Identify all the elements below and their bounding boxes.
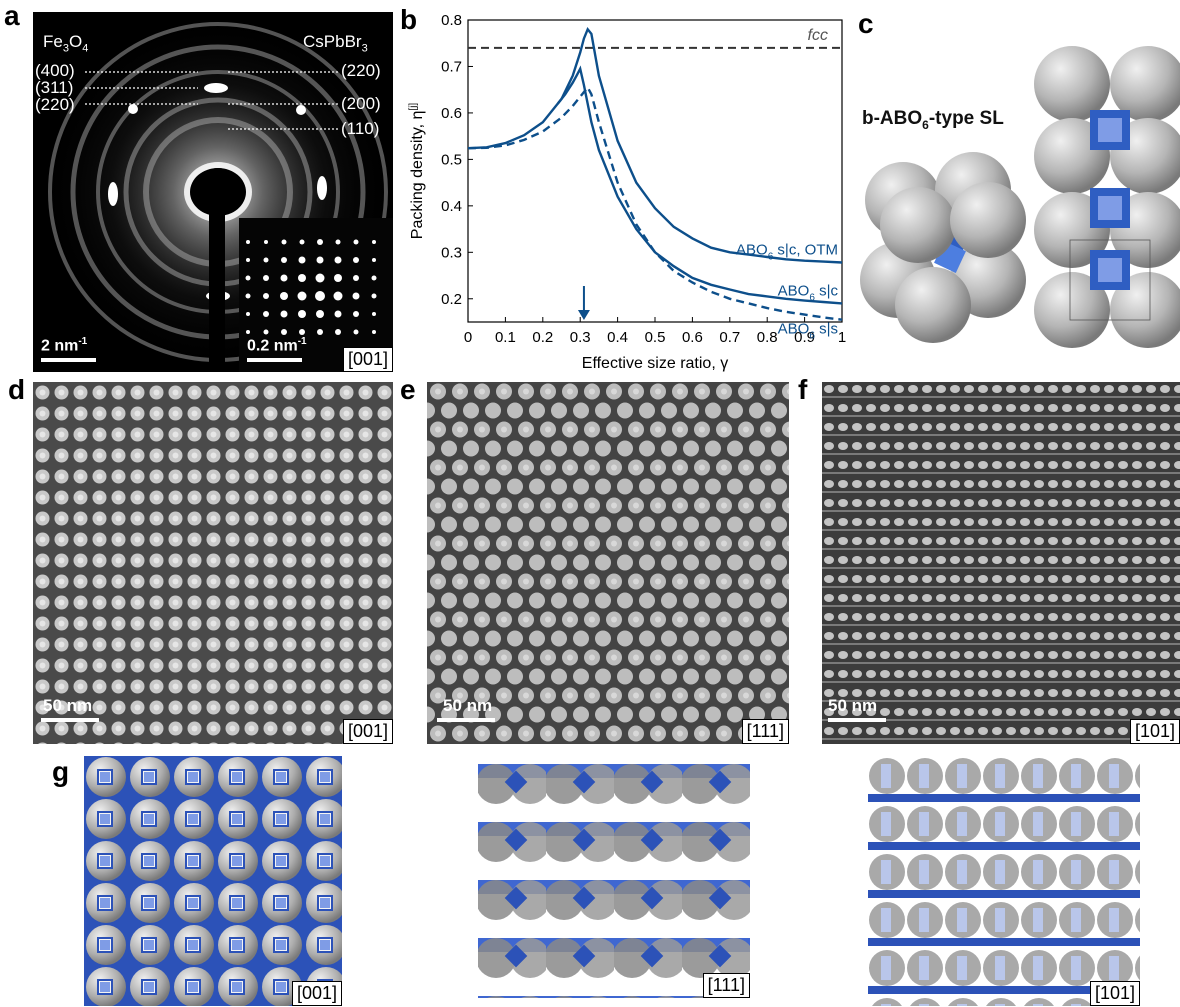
- zone-axis-label: [001]: [342, 347, 393, 372]
- hexagonal-model-view: [478, 756, 750, 998]
- inset-dot-grid: [245, 239, 377, 335]
- zone-axis-f-label: [101]: [1129, 719, 1180, 744]
- x-tick-label: 0.2: [532, 329, 553, 346]
- scalebar-main-label: 2 nm-1: [41, 336, 88, 355]
- zone-axis-g2-label: [111]: [702, 973, 750, 998]
- unit-cell-model: [860, 46, 1180, 348]
- x-tick-label: 0.4: [607, 329, 628, 346]
- square-lattice-micrograph: [33, 382, 393, 744]
- scalebar-f-label: 50 nm: [828, 696, 878, 715]
- zone-axis-g1-label: [001]: [291, 981, 342, 1006]
- x-tick-label: 0.7: [719, 329, 740, 346]
- model-101: [101]: [868, 756, 1140, 1006]
- y-tick-label: 0.4: [441, 198, 462, 215]
- packing-density-chart: 0 0.1 0.2 0.3 0.4 0.5 0.6 0.7 0.8 0.9 1 0.2 0.3 0.4 0.…: [408, 12, 846, 372]
- x-tick-label: 0.8: [757, 329, 778, 346]
- model-111: [111]: [478, 756, 750, 998]
- scalebar-e-label: 50 nm: [443, 696, 493, 715]
- row-lattice-micrograph: [822, 382, 1180, 744]
- tem-image-001: 50 nm [001]: [33, 382, 393, 744]
- plane-220-right-label: (220): [341, 61, 381, 80]
- series-line-0: [467, 26, 843, 264]
- x-tick-label: 0.6: [682, 329, 703, 346]
- diffraction-pattern: [33, 12, 393, 372]
- tem-image-111: 50 nm [111]: [427, 382, 789, 744]
- hexagonal-lattice-micrograph: [427, 382, 789, 744]
- x-axis-label: Effective size ratio, γ: [582, 355, 728, 372]
- row-model-view: [868, 756, 1140, 1006]
- panel-label-e: e: [400, 374, 416, 405]
- plane-110-label: (110): [341, 119, 380, 138]
- series-label-0: ABO6 s|c, OTM: [736, 242, 838, 263]
- x-tick-label: 1: [838, 329, 846, 346]
- y-tick-label: 0.5: [441, 151, 462, 168]
- x-tick-label: 0.1: [495, 329, 516, 346]
- sl-type-label: b-ABO6-type SL: [862, 108, 1004, 132]
- diffraction-image: Fe3O4 CsPbBr3 (400) (311) (220) (220) (2…: [33, 12, 393, 372]
- square-model-view: [84, 756, 342, 1006]
- y-tick-label: 0.3: [441, 244, 462, 261]
- y-tick-label: 0.8: [441, 12, 462, 29]
- zone-axis-d-label: [001]: [342, 719, 393, 744]
- panel-label-d: d: [8, 374, 26, 405]
- series-line-1: [556, 65, 843, 305]
- stacked-column-model: [1034, 46, 1180, 348]
- plot-frame: [467, 19, 843, 323]
- octahedral-cluster: [860, 152, 1026, 343]
- plane-220-label: (220): [35, 95, 75, 114]
- y-axis-label: Packing density, η[j]: [408, 103, 426, 240]
- gamma-arrow-head: [577, 310, 590, 320]
- panel-label-g: g: [52, 756, 70, 787]
- cspbbr3-title: CsPbBr3: [303, 32, 368, 55]
- panel-label-a: a: [4, 0, 20, 31]
- sl-model-panel: b-ABO6-type SL: [858, 40, 1180, 360]
- panel-label-c: c: [858, 8, 874, 39]
- panel-label-b: b: [400, 4, 418, 35]
- x-tick-label: 0.3: [570, 329, 591, 346]
- y-tick-label: 0.2: [441, 291, 462, 308]
- x-tick-label: 0.5: [645, 329, 666, 346]
- tem-image-101: 50 nm [101]: [822, 382, 1180, 744]
- series-line-2: [467, 85, 843, 321]
- series-label-2: ABO6 s|s: [778, 321, 838, 342]
- fcc-label: fcc: [808, 27, 828, 44]
- scalebar-inset-label: 0.2 nm-1: [247, 336, 307, 355]
- panel-label-f: f: [798, 374, 808, 405]
- series-label-1: ABO6 s|c: [778, 282, 839, 303]
- fe3o4-title: Fe3O4: [43, 32, 89, 55]
- model-001: [001]: [84, 756, 342, 1006]
- plane-200-label: (200): [341, 94, 381, 113]
- zone-axis-e-label: [111]: [741, 719, 789, 744]
- plane-311-label: (311): [35, 78, 74, 97]
- zone-axis-g3-label: [101]: [1089, 981, 1140, 1006]
- plane-400-label: (400): [35, 61, 75, 80]
- y-tick-label: 0.6: [441, 105, 462, 122]
- y-tick-label: 0.7: [441, 58, 462, 75]
- scalebar-d-label: 50 nm: [43, 696, 93, 715]
- x-tick-label: 0: [464, 329, 472, 346]
- x-tick-label: 0.9: [794, 329, 815, 346]
